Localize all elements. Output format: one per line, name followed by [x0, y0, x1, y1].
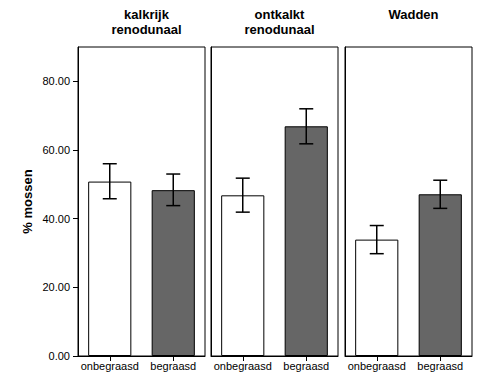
svg-text:renodunaal: renodunaal [244, 22, 314, 37]
svg-text:begraasd: begraasd [417, 360, 463, 372]
svg-text:onbegraasd: onbegraasd [348, 360, 406, 372]
svg-text:ontkalkt: ontkalkt [255, 7, 306, 22]
svg-text:80.00: 80.00 [42, 75, 70, 87]
svg-text:onbegraasd: onbegraasd [214, 360, 272, 372]
svg-text:renodunaal: renodunaal [111, 22, 181, 37]
svg-text:begraasd: begraasd [150, 360, 196, 372]
svg-text:0.00: 0.00 [49, 350, 70, 362]
svg-text:Wadden: Wadden [388, 7, 438, 22]
svg-text:20.00: 20.00 [42, 281, 70, 293]
svg-text:begraasd: begraasd [283, 360, 329, 372]
svg-text:40.00: 40.00 [42, 213, 70, 225]
svg-text:onbegraasd: onbegraasd [81, 360, 139, 372]
svg-text:kalkrijk: kalkrijk [124, 7, 170, 22]
svg-text:% mossen: % mossen [20, 169, 35, 233]
svg-text:60.00: 60.00 [42, 144, 70, 156]
